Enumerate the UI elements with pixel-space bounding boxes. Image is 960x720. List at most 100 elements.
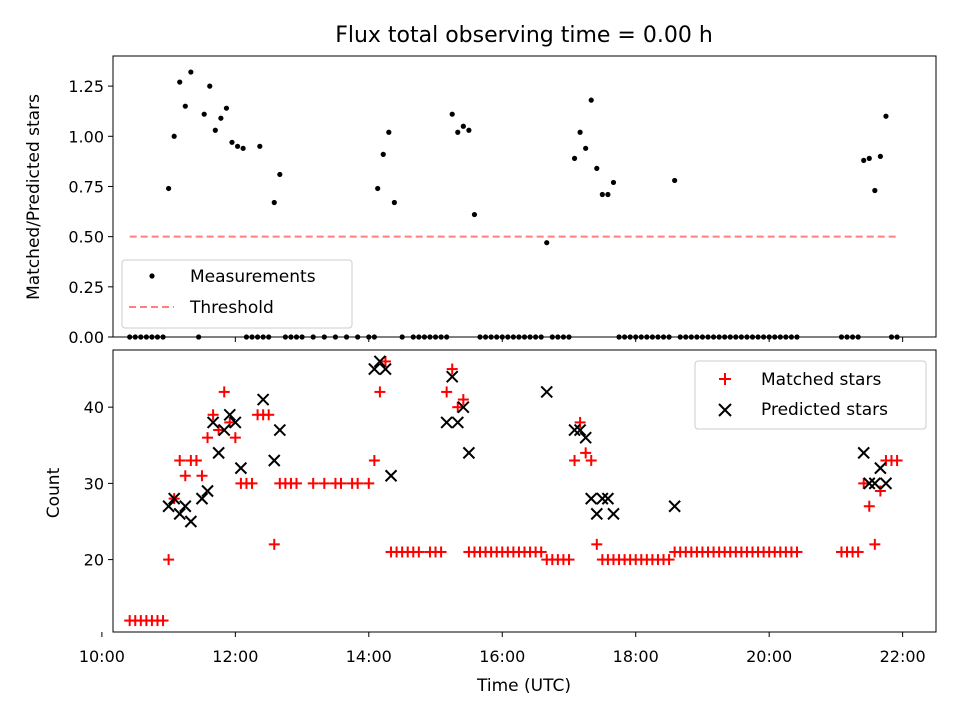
x-tick-label: 18:00 [613, 647, 659, 666]
x-axis-label: Time (UTC) [476, 676, 571, 696]
measurement-point [177, 79, 183, 85]
top-legend-box [121, 259, 353, 329]
predicted-star-point [440, 416, 453, 429]
x-tick-label: 10:00 [79, 647, 125, 666]
bottom-legend-box [694, 360, 927, 430]
matched-star-point [291, 477, 303, 489]
top-y-tick-label: 0.50 [68, 228, 104, 247]
measurement-point [182, 103, 188, 109]
x-b [857, 446, 870, 460]
measurement-point [883, 113, 889, 119]
matched-star-point [363, 477, 375, 489]
x-b [879, 477, 893, 490]
x-tick-label: 16:00 [479, 647, 525, 666]
legend-predicted-marker [718, 403, 732, 417]
measurement-point [460, 123, 466, 129]
matched-star-point [213, 424, 225, 436]
predicted-star-point [451, 416, 464, 429]
top-y-tick-label: 1.00 [68, 127, 104, 146]
x-b [195, 492, 209, 505]
x-b [368, 362, 381, 376]
predicted-star-point [457, 400, 470, 414]
matched-star-point [224, 416, 236, 428]
x-b [179, 500, 192, 513]
predicted-star-point [212, 446, 225, 460]
x-tick-label: 12:00 [212, 647, 258, 666]
x-b [446, 370, 459, 383]
bottom-axes-frame [112, 349, 937, 633]
legend-measurements-label: Measurements [190, 267, 316, 287]
top-y-tick-label: 0.75 [68, 177, 104, 196]
matched-star-point [246, 477, 258, 489]
measurement-point [455, 129, 461, 135]
matched-star-point [858, 477, 870, 489]
matched-star-point [196, 470, 208, 482]
x-b [384, 469, 398, 482]
matched-star-point [874, 485, 886, 497]
measurement-point [229, 139, 235, 145]
legend-threshold-label: Threshold [189, 298, 274, 318]
predicted-star-point [384, 469, 398, 482]
predicted-star-point [607, 507, 620, 521]
matched-star-point [174, 455, 186, 467]
measurement-point [449, 111, 455, 117]
measurement-point [872, 187, 878, 194]
measurement-point [588, 97, 594, 103]
measurement-point [544, 240, 550, 246]
x-b [874, 461, 887, 475]
matched-star-point [574, 416, 586, 428]
measurement-point [571, 155, 578, 161]
x-b [273, 423, 287, 437]
x-b [229, 416, 242, 429]
top-y-tick-label: 0.00 [68, 328, 104, 347]
x-b [607, 507, 620, 521]
predicted-star-point [874, 461, 887, 475]
predicted-star-point [256, 393, 270, 406]
measurement-point [672, 177, 678, 184]
measurement-point [471, 211, 478, 218]
predicted-star-point [668, 500, 681, 513]
matched-star-point [863, 500, 875, 512]
predicted-star-point [229, 416, 242, 429]
matched-star-point [368, 455, 380, 467]
measurement-point [277, 171, 283, 178]
x-b [568, 423, 581, 437]
measurement-point [877, 153, 883, 159]
bottom-y-axis: 20 30 40 [84, 398, 113, 570]
measurement-point [212, 127, 218, 133]
predicted-star-point [868, 477, 882, 490]
x-b [868, 477, 882, 490]
predicted-star-point [585, 492, 598, 505]
matched-star-point [263, 409, 275, 421]
x-b [373, 355, 387, 368]
x-b [379, 362, 392, 376]
x-b [668, 500, 681, 513]
predicted-star-point [268, 454, 281, 467]
x-b [256, 393, 270, 406]
matched-star-point [563, 554, 575, 566]
measurement-point [866, 155, 872, 161]
measurement-point [386, 129, 392, 135]
matched-star-point [218, 386, 230, 398]
measurement-point [171, 133, 177, 139]
chart-title: Flux total observing time = 0.00 h [335, 23, 713, 48]
x-b [540, 385, 553, 399]
predicted-star-point [218, 423, 231, 437]
predicted-star-point [201, 484, 214, 498]
x-b [268, 454, 281, 467]
matched-star-point [457, 394, 469, 406]
legend-predicted-label: Predicted stars [761, 400, 888, 420]
x-b [184, 515, 198, 528]
x-b [173, 507, 186, 521]
top-y-axis: 0.00 0.25 0.50 0.75 1.00 1.25 [68, 77, 113, 347]
matched-star-point [374, 386, 386, 398]
measurement-point [271, 199, 277, 206]
x-b [201, 484, 214, 498]
top-x-axis [101, 337, 904, 342]
top-axes-frame [112, 55, 937, 338]
x-b [457, 400, 470, 414]
predicted-star-point [234, 461, 248, 475]
measurement-point [610, 179, 617, 186]
matched-star-point [569, 455, 581, 467]
measurement-point [861, 157, 867, 163]
